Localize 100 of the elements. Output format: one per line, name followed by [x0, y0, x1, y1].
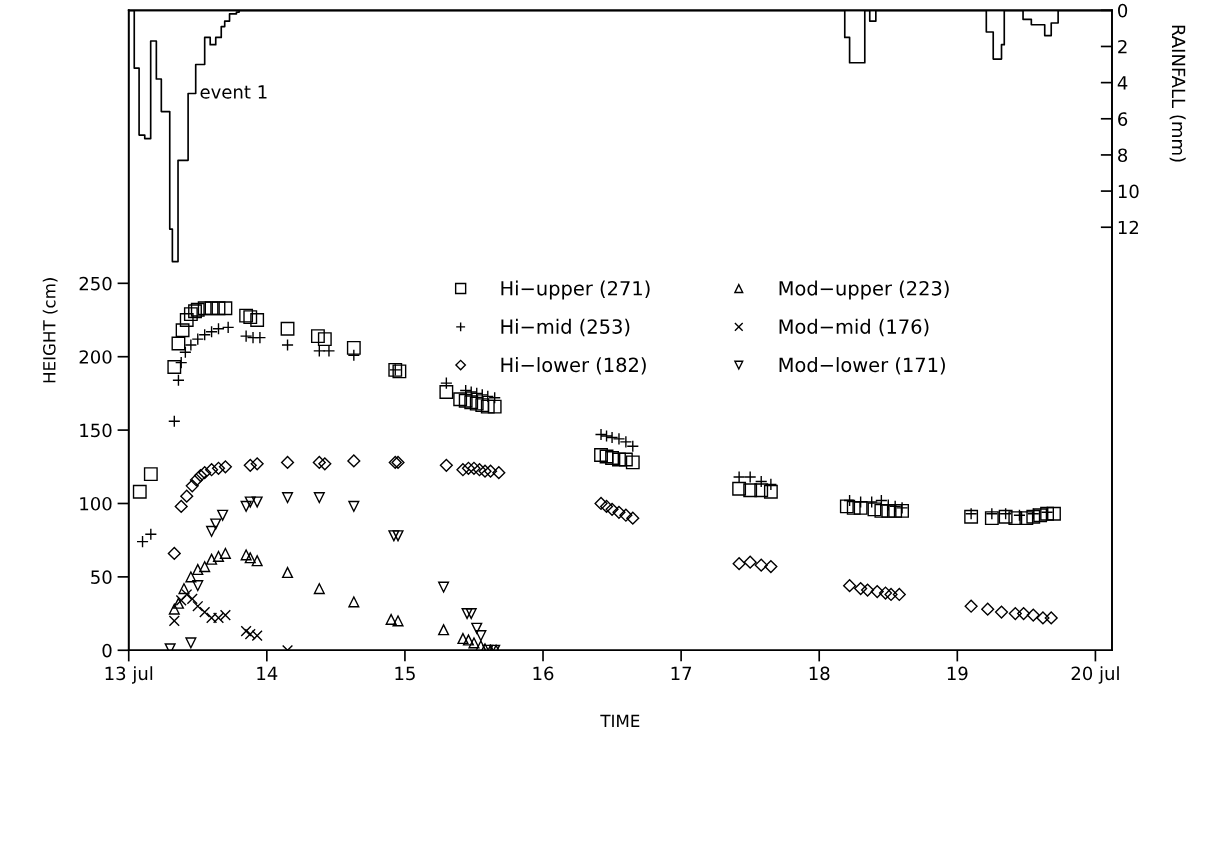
point: [626, 511, 640, 525]
y2-tick-label: 4: [1117, 76, 1128, 90]
point: [313, 583, 325, 595]
point: [385, 613, 397, 625]
point: [453, 392, 468, 407]
legend-label: Mod−mid (176): [779, 318, 929, 337]
point: [281, 492, 294, 504]
point: [594, 448, 608, 462]
annotation: event 1: [200, 85, 267, 99]
point: [470, 387, 483, 400]
point: [281, 566, 294, 579]
point: [219, 609, 231, 621]
point: [732, 557, 746, 571]
x-tick-label: 20 jul: [1071, 666, 1119, 684]
point: [281, 338, 294, 352]
point: [626, 439, 640, 453]
point: [865, 495, 878, 509]
point: [392, 364, 407, 379]
point: [461, 461, 476, 475]
x-tick-label: 15: [395, 666, 415, 681]
y2-tick-label: 0: [1118, 3, 1128, 18]
point: [754, 558, 768, 572]
point: [464, 385, 478, 399]
point: [839, 499, 854, 514]
point: [612, 505, 626, 519]
y2-tick-label: 10: [1118, 184, 1139, 199]
point: [183, 307, 198, 322]
point: [481, 390, 495, 403]
point: [1047, 506, 1061, 521]
point: [178, 583, 190, 595]
point: [167, 546, 181, 560]
legend-label: Hi−lower (182): [501, 357, 646, 375]
point: [280, 321, 295, 336]
point: [185, 479, 199, 493]
point: [468, 637, 480, 649]
point: [487, 399, 502, 414]
point: [192, 563, 204, 576]
point: [175, 323, 190, 338]
point: [461, 608, 473, 620]
point: [388, 530, 400, 542]
point: [244, 552, 256, 564]
point: [204, 301, 219, 316]
point: [185, 637, 197, 649]
point: [318, 457, 332, 471]
point: [1008, 606, 1022, 621]
point: [984, 511, 999, 526]
y2-tick-label: 12: [1118, 220, 1139, 235]
point: [878, 586, 893, 600]
point: [192, 580, 204, 592]
point: [392, 615, 404, 627]
x-tick-label: 14: [257, 666, 278, 680]
point: [167, 360, 182, 374]
point: [211, 461, 226, 475]
point: [843, 579, 857, 593]
point: [313, 492, 325, 504]
point: [476, 388, 489, 402]
point: [619, 435, 633, 449]
point: [347, 454, 361, 468]
point: [888, 500, 902, 513]
point: [251, 496, 263, 508]
point: [492, 466, 506, 480]
point: [459, 384, 472, 397]
point: [240, 500, 252, 512]
point: [218, 301, 233, 316]
point: [347, 348, 361, 362]
point: [612, 452, 626, 467]
point: [312, 455, 326, 469]
point: [860, 583, 875, 597]
point: [168, 603, 180, 615]
point: [240, 549, 252, 561]
point: [594, 496, 608, 511]
point: [888, 503, 903, 518]
point: [1033, 508, 1048, 523]
point: [625, 455, 640, 470]
point: [322, 344, 336, 358]
legend-label: Hi−upper (271): [501, 280, 650, 300]
point: [1019, 511, 1034, 526]
point: [439, 458, 453, 472]
point: [994, 605, 1009, 619]
point: [464, 395, 479, 410]
legend-label: Mod−lower (171): [779, 357, 945, 375]
legend-label: Hi−mid (253): [501, 318, 630, 337]
point: [1008, 511, 1023, 526]
point: [764, 478, 778, 491]
legend-label: Mod−upper (223): [779, 280, 949, 300]
point: [219, 547, 231, 559]
point: [472, 463, 487, 477]
point: [892, 587, 906, 602]
point: [475, 630, 487, 642]
point: [754, 483, 769, 498]
point: [846, 500, 861, 515]
point: [743, 555, 757, 569]
point: [462, 634, 475, 646]
point: [605, 502, 619, 516]
point: [605, 451, 620, 465]
point: [964, 599, 978, 613]
point: [243, 310, 258, 325]
point: [867, 502, 882, 517]
point: [732, 470, 746, 484]
point: [206, 553, 218, 565]
